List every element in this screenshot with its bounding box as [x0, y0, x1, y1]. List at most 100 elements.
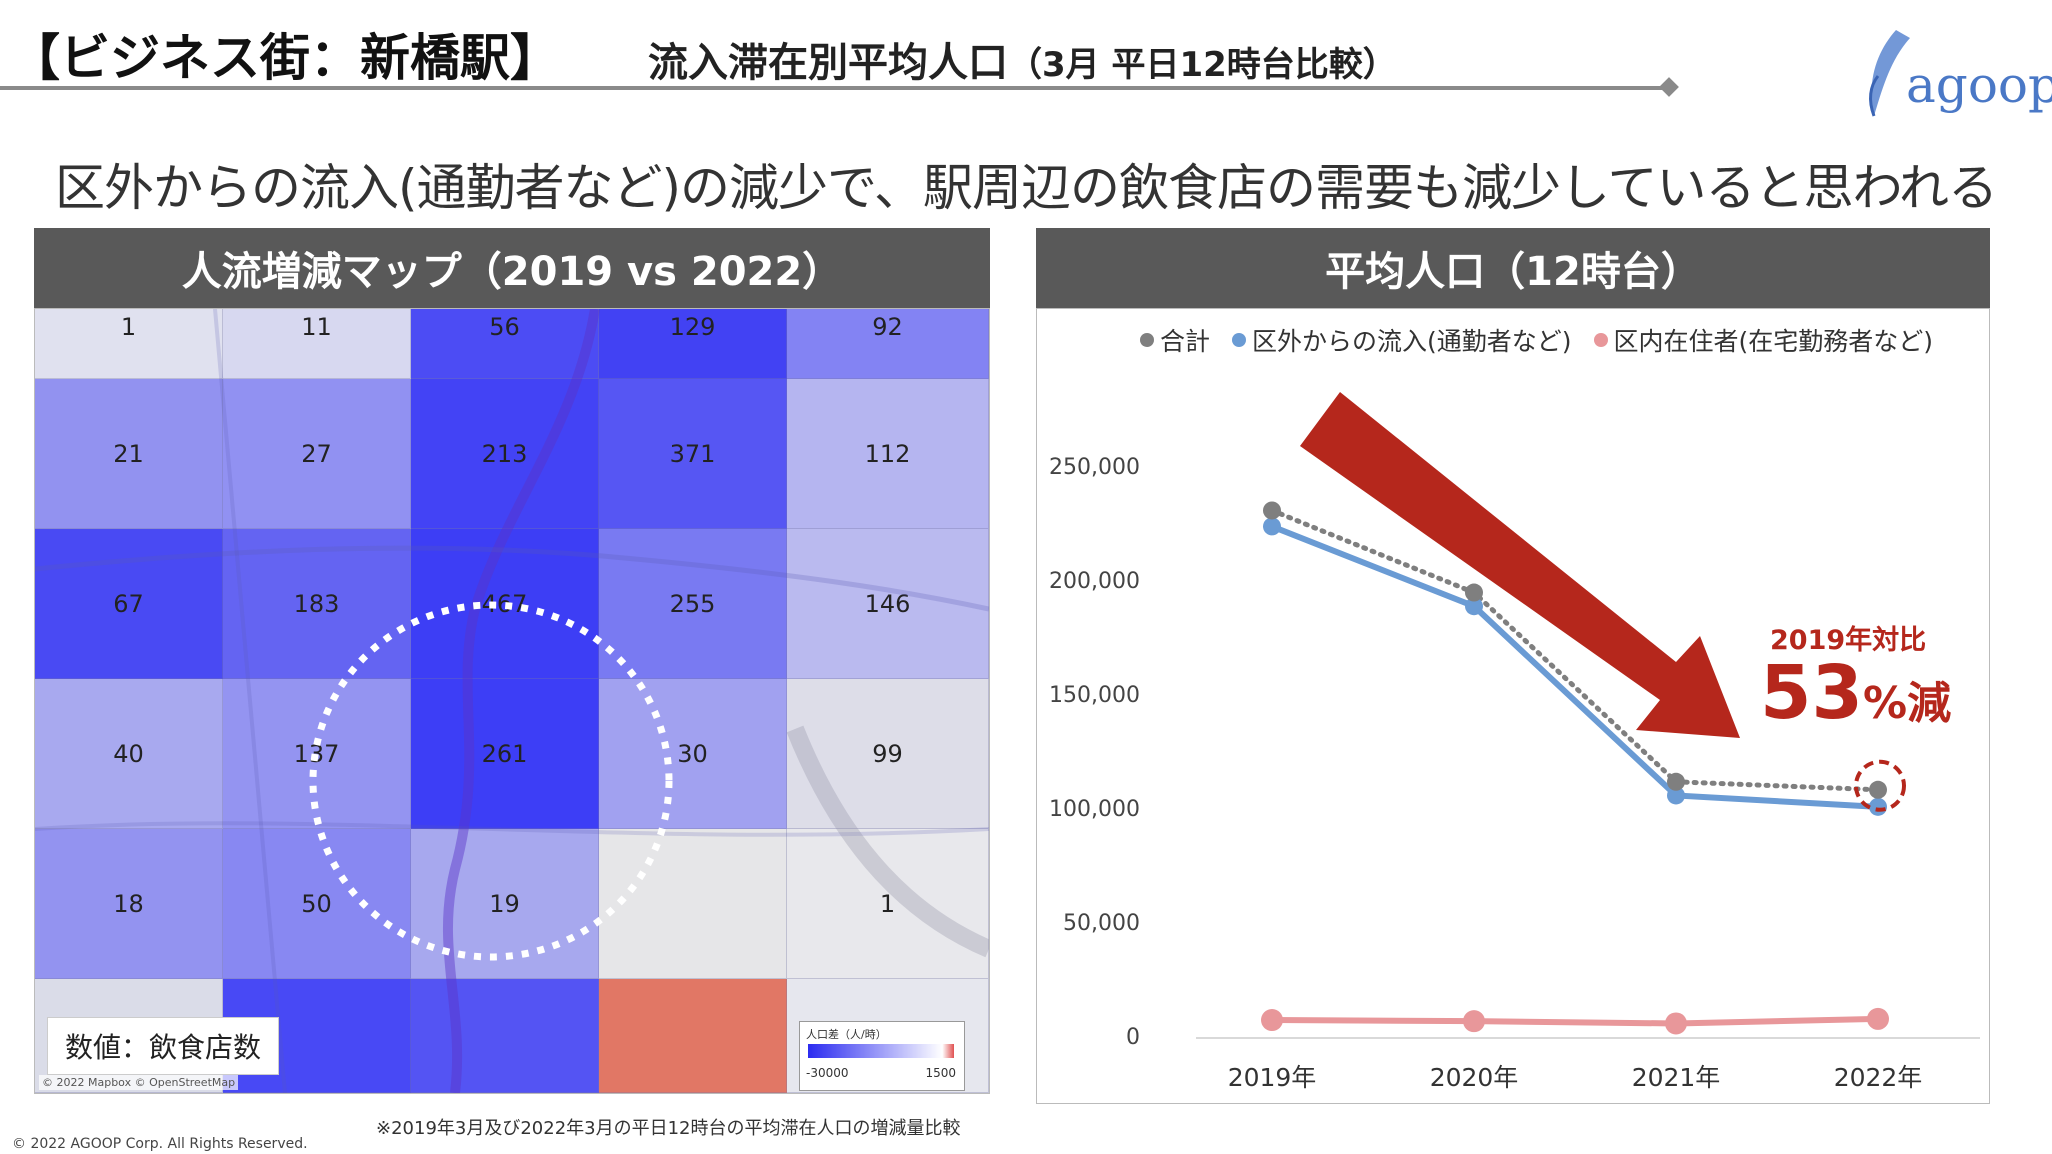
map-cell-value: 30 — [677, 740, 708, 768]
legend-item-resident: 区内在住者(在宅勤務者など) — [1593, 322, 1934, 358]
map-roads — [35, 309, 989, 1093]
map-cell — [599, 979, 787, 1093]
series-point-2 — [1463, 1010, 1485, 1033]
map-cell: 467 — [411, 529, 599, 679]
series-point-1 — [1869, 797, 1887, 816]
series-point-1 — [1667, 786, 1685, 805]
map-cell-value: 19 — [489, 890, 520, 918]
heading-main: 流入滞在別平均人口 — [648, 40, 1008, 86]
series-line-2 — [1271, 1015, 1879, 1027]
map-cell-value: 213 — [481, 440, 528, 468]
map-cell-value: 11 — [301, 313, 332, 341]
series-point-0 — [1465, 583, 1483, 602]
legend-label-total: 合計 — [1160, 327, 1211, 356]
callout-suffix: %減 — [1862, 678, 1952, 729]
map-color-scale: 人口差（人/時） -30000 1500 — [799, 1021, 965, 1091]
chart-legend: 合計 区外からの流入(通勤者など) 区内在住者(在宅勤務者など) — [1140, 322, 1933, 358]
series-line-0 — [1269, 507, 1881, 793]
footnote: ※2019年3月及び2022年3月の平日12時台の平均滞在人口の増減量比較 — [376, 1118, 961, 1139]
legend-dot-total — [1140, 333, 1154, 347]
map-cell: 30 — [599, 679, 787, 829]
map-cell: 19 — [411, 829, 599, 979]
map-panel-header: 人流増減マップ（2019 vs 2022） — [34, 228, 990, 308]
series-point-0 — [1263, 501, 1281, 520]
scale-min-label: -30000 — [806, 1066, 849, 1080]
map-cell-value: 255 — [669, 590, 716, 618]
series-point-2 — [1867, 1007, 1889, 1030]
population-change-map[interactable]: 1 11 56 129 92 21 27 213 371 112 67 183 467 255 146 40 1… — [34, 308, 990, 1094]
map-cell: 99 — [787, 679, 989, 829]
y-tick-label: 0 — [1126, 1025, 1140, 1050]
scale-max-label: 1500 — [925, 1066, 956, 1080]
series-point-1 — [1263, 517, 1281, 536]
map-cell-value: 92 — [872, 313, 903, 341]
highlight-ring-icon — [1854, 759, 1906, 812]
map-cell: 129 — [599, 309, 787, 379]
legend-label-inflow: 区外からの流入(通勤者など) — [1252, 327, 1572, 356]
chart-frame — [1036, 308, 1990, 1104]
y-tick-label: 150,000 — [1049, 683, 1140, 708]
map-cell: 261 — [411, 679, 599, 829]
map-cell: 255 — [599, 529, 787, 679]
map-cell: 213 — [411, 379, 599, 529]
map-cell-value: 183 — [293, 590, 340, 618]
map-cell-value: 112 — [864, 440, 911, 468]
x-tick-label: 2022年 — [1834, 1063, 1923, 1092]
map-cell-value: 1 — [879, 890, 896, 918]
map-cell: 112 — [787, 379, 989, 529]
page-title: 【ビジネス街：新橋駅】 — [10, 29, 560, 87]
map-cell-value: 56 — [489, 313, 520, 341]
agoop-logo — [1869, 30, 1910, 117]
map-cell: 1 — [787, 829, 989, 979]
legend-dot-inflow — [1232, 333, 1247, 347]
x-tick-label: 2021年 — [1632, 1063, 1721, 1092]
map-cell: 56 — [411, 309, 599, 379]
y-tick-label: 50,000 — [1063, 911, 1140, 936]
map-cell: 371 — [599, 379, 787, 529]
legend-item-total: 合計 — [1140, 322, 1210, 358]
map-cell: 40 — [35, 679, 223, 829]
scale-title: 人口差（人/時） — [806, 1028, 887, 1041]
decline-arrow-icon — [1300, 392, 1740, 738]
x-tick-label: 2019年 — [1228, 1063, 1317, 1092]
map-cell-value: 467 — [481, 590, 528, 618]
map-cell: 137 — [223, 679, 411, 829]
map-cell: 67 — [35, 529, 223, 679]
callout-decline-value: 53%減 — [1760, 656, 1951, 730]
series-point-1 — [1465, 597, 1483, 616]
map-cell-value: 129 — [669, 313, 716, 341]
callout-comparison-label: 2019年対比 — [1770, 625, 1927, 656]
map-cell-value: 371 — [669, 440, 716, 468]
key-message: 区外からの流入(通勤者など)の減少で、駅周辺の飲食店の需要も減少していると思われ… — [54, 159, 1998, 217]
title-divider — [0, 86, 1668, 90]
legend-label-resident: 区内在住者(在宅勤務者など) — [1613, 327, 1934, 356]
map-cell: 50 — [223, 829, 411, 979]
map-cell: 183 — [223, 529, 411, 679]
series-line-1 — [1270, 523, 1879, 810]
map-cell-value: 21 — [113, 440, 144, 468]
callout-number: 53 — [1760, 650, 1863, 736]
series-point-0 — [1869, 780, 1887, 799]
map-attribution: © 2022 Mapbox © OpenStreetMap — [39, 1075, 239, 1090]
legend-dot-resident — [1593, 333, 1608, 347]
map-cell-value: 1 — [120, 313, 137, 341]
map-cell: 27 — [223, 379, 411, 529]
map-value-label: 数値：飲食店数 — [47, 1017, 279, 1075]
map-cell-value: 261 — [481, 740, 528, 768]
legend-item-inflow: 区外からの流入(通勤者など) — [1232, 322, 1572, 358]
chart-panel-header: 平均人口（12時台） — [1036, 228, 1990, 308]
map-cell: 92 — [787, 309, 989, 379]
y-tick-label: 250,000 — [1049, 455, 1140, 480]
page-subtitle-heading: 流入滞在別平均人口（3月 平日12時台比較） — [648, 30, 1397, 88]
map-cell: 146 — [787, 529, 989, 679]
map-cell: 11 — [223, 309, 411, 379]
x-tick-label: 2020年 — [1430, 1063, 1519, 1092]
scale-gradient — [808, 1044, 954, 1058]
map-cell: 21 — [35, 379, 223, 529]
map-cell-value: 27 — [301, 440, 332, 468]
map-cell — [599, 829, 787, 979]
heading-note: （3月 平日12時台比較） — [1008, 45, 1397, 85]
map-cell: 1 — [35, 309, 223, 379]
map-cell: 18 — [35, 829, 223, 979]
map-cell-value: 67 — [113, 590, 144, 618]
